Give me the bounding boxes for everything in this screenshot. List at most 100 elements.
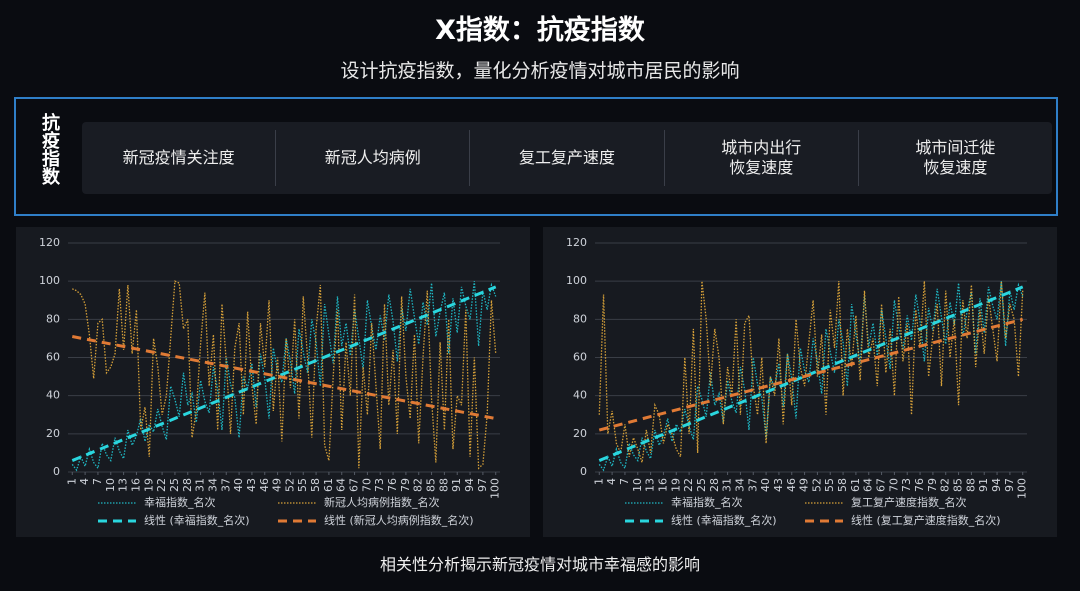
index-box: 抗疫指数 新冠疫情关注度 新冠人均病例 复工复产速度 城市内出行 恢复速度 城市间迁徙 恢复…: [14, 97, 1058, 216]
index-label: 抗疫指数: [39, 113, 60, 185]
y-tick-label: 100: [39, 274, 60, 287]
y-tick-label: 80: [46, 312, 60, 325]
legend-label: 新冠人均病例指数_名次: [324, 495, 440, 509]
x-tick-label: 73: [900, 478, 913, 492]
index-item-text: 城市内出行: [721, 138, 802, 157]
legend-label: 幸福指数_名次: [144, 495, 216, 509]
index-item: 新冠疫情关注度: [82, 130, 277, 186]
x-tick-label: 13: [117, 478, 130, 492]
y-tick-label: 40: [46, 389, 60, 402]
x-tick-label: 82: [412, 478, 425, 492]
y-tick-label: 80: [573, 312, 587, 325]
slide-subtitle: 设计抗疫指数，量化分析疫情对城市居民的影响: [340, 60, 740, 82]
trend-line: [598, 285, 1024, 462]
x-tick-label: 91: [977, 478, 990, 492]
trend-line: [598, 317, 1024, 432]
x-tick-label: 22: [682, 478, 695, 492]
x-tick-label: 28: [181, 478, 194, 492]
x-tick-label: 19: [142, 478, 155, 492]
x-tick-label: 76: [913, 478, 926, 492]
x-tick-label: 76: [386, 478, 399, 492]
index-item: 城市内出行 恢复速度: [665, 130, 859, 186]
index-item-text: 城市间迁徙: [915, 138, 996, 157]
x-tick-label: 1: [65, 478, 78, 485]
x-tick-label: 7: [618, 478, 631, 485]
x-tick-label: 16: [129, 478, 142, 492]
x-tick-label: 67: [875, 478, 888, 492]
x-tick-label: 82: [939, 478, 952, 492]
legend-label: 线性 (复工复产速度指数_名次): [851, 513, 1001, 527]
x-tick-label: 1: [592, 478, 605, 485]
series-line: [72, 280, 497, 470]
chart-panel: 0 20 40 60 80 100 120 1 4 7 10 13 16 19 22 25 28 31 34 37 40…: [543, 227, 1057, 537]
x-tick-label: 88: [964, 478, 977, 492]
legend-label: 线性 (幸福指数_名次): [671, 513, 777, 527]
index-item-text: 恢复速度: [923, 158, 988, 177]
x-tick-label: 34: [206, 478, 219, 492]
x-tick-label: 94: [463, 478, 476, 492]
index-item: 复工复产速度: [470, 130, 665, 186]
x-tick-label: 19: [669, 478, 682, 492]
x-tick-label: 46: [785, 478, 798, 492]
chart-panel: 0 20 40 60 80 100 120 1 4 7 10 13 16 19 22 25 28 31 34 37 40…: [16, 227, 530, 537]
x-tick-label: 40: [759, 478, 772, 492]
trend-line: [71, 335, 497, 421]
index-item: 城市间迁徙 恢复速度: [859, 130, 1052, 186]
x-tick-label: 43: [245, 478, 258, 492]
x-tick-label: 79: [926, 478, 939, 492]
index-item-text: 新冠疫情关注度: [122, 148, 235, 167]
x-tick-label: 49: [271, 478, 284, 492]
x-tick-label: 97: [1003, 478, 1016, 492]
x-tick-label: 85: [952, 478, 965, 492]
x-tick-label: 25: [695, 478, 708, 492]
y-tick-label: 120: [566, 236, 587, 249]
x-tick-label: 94: [990, 478, 1003, 492]
y-tick-label: 0: [53, 465, 60, 478]
x-tick-label: 52: [283, 478, 296, 492]
x-tick-label: 37: [746, 478, 759, 492]
y-tick-label: 40: [573, 389, 587, 402]
legend-label: 线性 (新冠人均病例指数_名次): [324, 513, 474, 527]
x-tick-label: 64: [862, 478, 875, 492]
index-item-text: 恢复速度: [729, 158, 794, 177]
x-tick-label: 88: [437, 478, 450, 492]
x-tick-label: 10: [104, 478, 117, 492]
x-tick-label: 70: [360, 478, 373, 492]
index-item-text: 复工复产速度: [519, 148, 616, 167]
x-tick-label: 4: [78, 478, 91, 485]
slide-title: X指数：抗疫指数: [435, 15, 645, 46]
x-tick-label: 61: [322, 478, 335, 492]
x-tick-label: 79: [399, 478, 412, 492]
x-tick-label: 22: [155, 478, 168, 492]
y-tick-label: 0: [580, 465, 587, 478]
y-tick-label: 60: [46, 351, 60, 364]
x-tick-label: 91: [450, 478, 463, 492]
x-tick-label: 67: [348, 478, 361, 492]
x-tick-label: 16: [656, 478, 669, 492]
x-tick-label: 85: [425, 478, 438, 492]
x-tick-label: 4: [605, 478, 618, 485]
index-panel: 新冠疫情关注度 新冠人均病例 复工复产速度 城市内出行 恢复速度 城市间迁徙 恢复速度: [82, 122, 1052, 194]
x-tick-label: 97: [476, 478, 489, 492]
x-tick-label: 52: [810, 478, 823, 492]
caption: 相关性分析揭示新冠疫情对城市幸福感的影响: [379, 555, 700, 574]
y-tick-label: 20: [46, 427, 60, 440]
legend-label: 幸福指数_名次: [671, 495, 743, 509]
x-tick-label: 31: [194, 478, 207, 492]
y-tick-label: 60: [573, 351, 587, 364]
x-tick-label: 10: [631, 478, 644, 492]
x-tick-label: 25: [168, 478, 181, 492]
x-tick-label: 64: [335, 478, 348, 492]
x-tick-label: 46: [258, 478, 271, 492]
x-tick-label: 58: [309, 478, 322, 492]
x-tick-label: 7: [91, 478, 104, 485]
x-tick-label: 61: [849, 478, 862, 492]
x-tick-label: 73: [373, 478, 386, 492]
x-tick-label: 34: [733, 478, 746, 492]
legend-label: 线性 (幸福指数_名次): [144, 513, 250, 527]
y-tick-label: 100: [566, 274, 587, 287]
x-tick-label: 37: [219, 478, 232, 492]
